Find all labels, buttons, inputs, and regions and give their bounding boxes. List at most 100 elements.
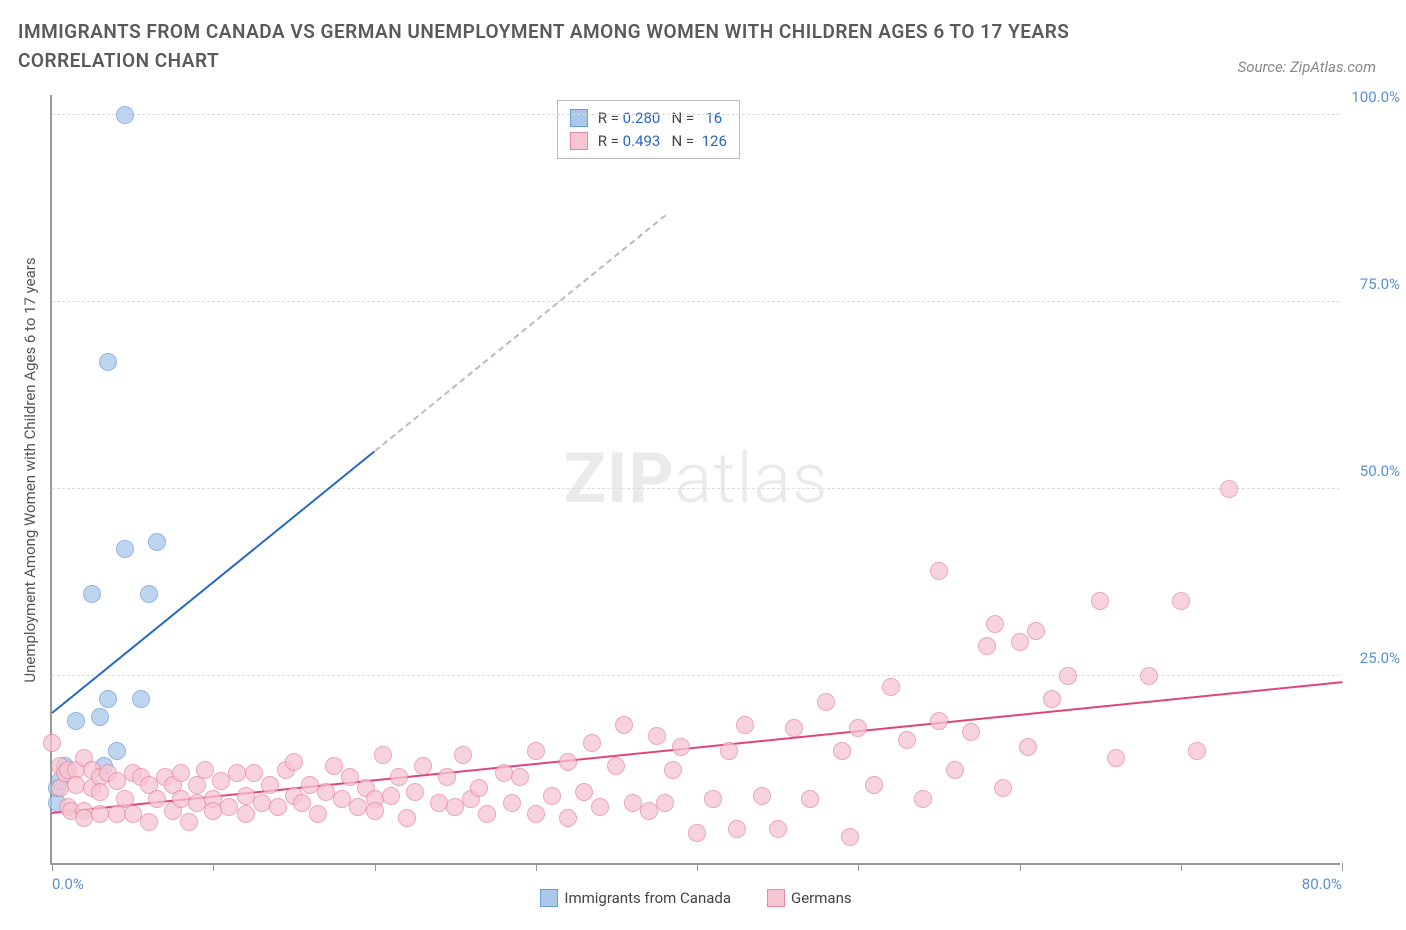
watermark-light: atlas [675, 438, 829, 520]
y-tick-label: 50.0% [1360, 462, 1400, 480]
data-point-germans [882, 678, 900, 696]
data-point-germans [269, 798, 287, 816]
data-point-germans [728, 820, 746, 838]
data-point-germans [801, 790, 819, 808]
data-point-germans [833, 742, 851, 760]
gridline-horizontal [52, 488, 1340, 489]
data-point-germans [43, 734, 61, 752]
data-point-germans [1091, 592, 1109, 610]
data-point-germans [1019, 738, 1037, 756]
data-point-canada [99, 690, 117, 708]
data-point-germans [785, 719, 803, 737]
data-point-germans [978, 637, 996, 655]
data-point-germans [172, 790, 190, 808]
data-point-canada [132, 690, 150, 708]
chart-legend: Immigrants from Canada Germans [52, 889, 1340, 907]
y-axis-label: Unemployment Among Women with Children A… [21, 257, 39, 682]
legend-swatch [767, 889, 785, 907]
data-point-germans [946, 761, 964, 779]
data-point-germans [285, 753, 303, 771]
data-point-germans [656, 794, 674, 812]
y-tick-label: 25.0% [1360, 649, 1400, 667]
data-point-germans [148, 790, 166, 808]
data-point-canada [67, 712, 85, 730]
data-point-germans [454, 746, 472, 764]
legend-swatch [540, 889, 558, 907]
data-point-germans [817, 693, 835, 711]
data-point-germans [672, 738, 690, 756]
data-point-germans [261, 776, 279, 794]
scatter-plot-area: ZIPatlas R = 0.280 N = 16 R = 0.493 N = … [50, 95, 1340, 865]
stats-text: R = 0.493 N = 126 [594, 132, 727, 150]
gridline-horizontal [52, 301, 1340, 302]
stats-text: R = 0.280 N = 16 [594, 109, 722, 127]
data-point-germans [1059, 667, 1077, 685]
data-point-canada [91, 708, 109, 726]
data-point-germans [478, 805, 496, 823]
data-point-germans [438, 768, 456, 786]
stats-swatch [570, 132, 588, 150]
data-point-germans [1043, 690, 1061, 708]
x-tick-label: 0.0% [52, 875, 84, 893]
data-point-germans [91, 783, 109, 801]
y-tick-label: 75.0% [1360, 275, 1400, 293]
data-point-germans [237, 805, 255, 823]
data-point-germans [664, 761, 682, 779]
x-tick [536, 863, 537, 871]
data-point-germans [688, 824, 706, 842]
x-tick [375, 863, 376, 871]
data-point-germans [196, 761, 214, 779]
stats-row-germans: R = 0.493 N = 126 [570, 130, 727, 153]
data-point-canada [116, 540, 134, 558]
data-point-germans [430, 794, 448, 812]
data-point-germans [914, 790, 932, 808]
data-point-germans [1220, 480, 1238, 498]
data-point-germans [1172, 592, 1190, 610]
legend-label: Germans [791, 889, 852, 907]
data-point-germans [615, 716, 633, 734]
data-point-germans [841, 828, 859, 846]
data-point-germans [559, 809, 577, 827]
data-point-canada [108, 742, 126, 760]
data-point-germans [495, 764, 513, 782]
x-tick [1181, 863, 1182, 871]
stats-swatch [570, 109, 588, 127]
data-point-germans [1107, 749, 1125, 767]
data-point-germans [382, 787, 400, 805]
data-point-germans [1140, 667, 1158, 685]
data-point-germans [607, 757, 625, 775]
x-tick [1342, 863, 1343, 871]
data-point-germans [527, 805, 545, 823]
data-point-germans [704, 790, 722, 808]
data-point-germans [309, 805, 327, 823]
correlation-stats-box: R = 0.280 N = 16 R = 0.493 N = 126 [557, 100, 740, 159]
data-point-germans [390, 768, 408, 786]
data-point-germans [414, 757, 432, 775]
data-point-germans [503, 794, 521, 812]
chart-title: IMMIGRANTS FROM CANADA VS GERMAN UNEMPLO… [18, 18, 1206, 75]
trend-line [51, 450, 375, 713]
data-point-germans [1027, 622, 1045, 640]
data-point-germans [930, 712, 948, 730]
data-point-germans [898, 731, 916, 749]
data-point-germans [253, 794, 271, 812]
y-tick-label: 100.0% [1351, 88, 1400, 106]
data-point-germans [140, 813, 158, 831]
data-point-germans [753, 787, 771, 805]
data-point-germans [325, 757, 343, 775]
gridline-horizontal [52, 114, 1340, 115]
data-point-germans [994, 779, 1012, 797]
data-point-germans [470, 779, 488, 797]
data-point-germans [720, 742, 738, 760]
data-point-germans [1188, 742, 1206, 760]
x-tick [1020, 863, 1021, 871]
legend-label: Immigrants from Canada [564, 889, 731, 907]
data-point-germans [591, 798, 609, 816]
data-point-germans [986, 615, 1004, 633]
source-attribution: Source: ZipAtlas.com [1238, 58, 1376, 76]
data-point-germans [180, 813, 198, 831]
x-tick-label: 80.0% [1302, 875, 1342, 893]
data-point-germans [511, 768, 529, 786]
data-point-germans [559, 753, 577, 771]
watermark-strong: ZIP [564, 438, 675, 520]
